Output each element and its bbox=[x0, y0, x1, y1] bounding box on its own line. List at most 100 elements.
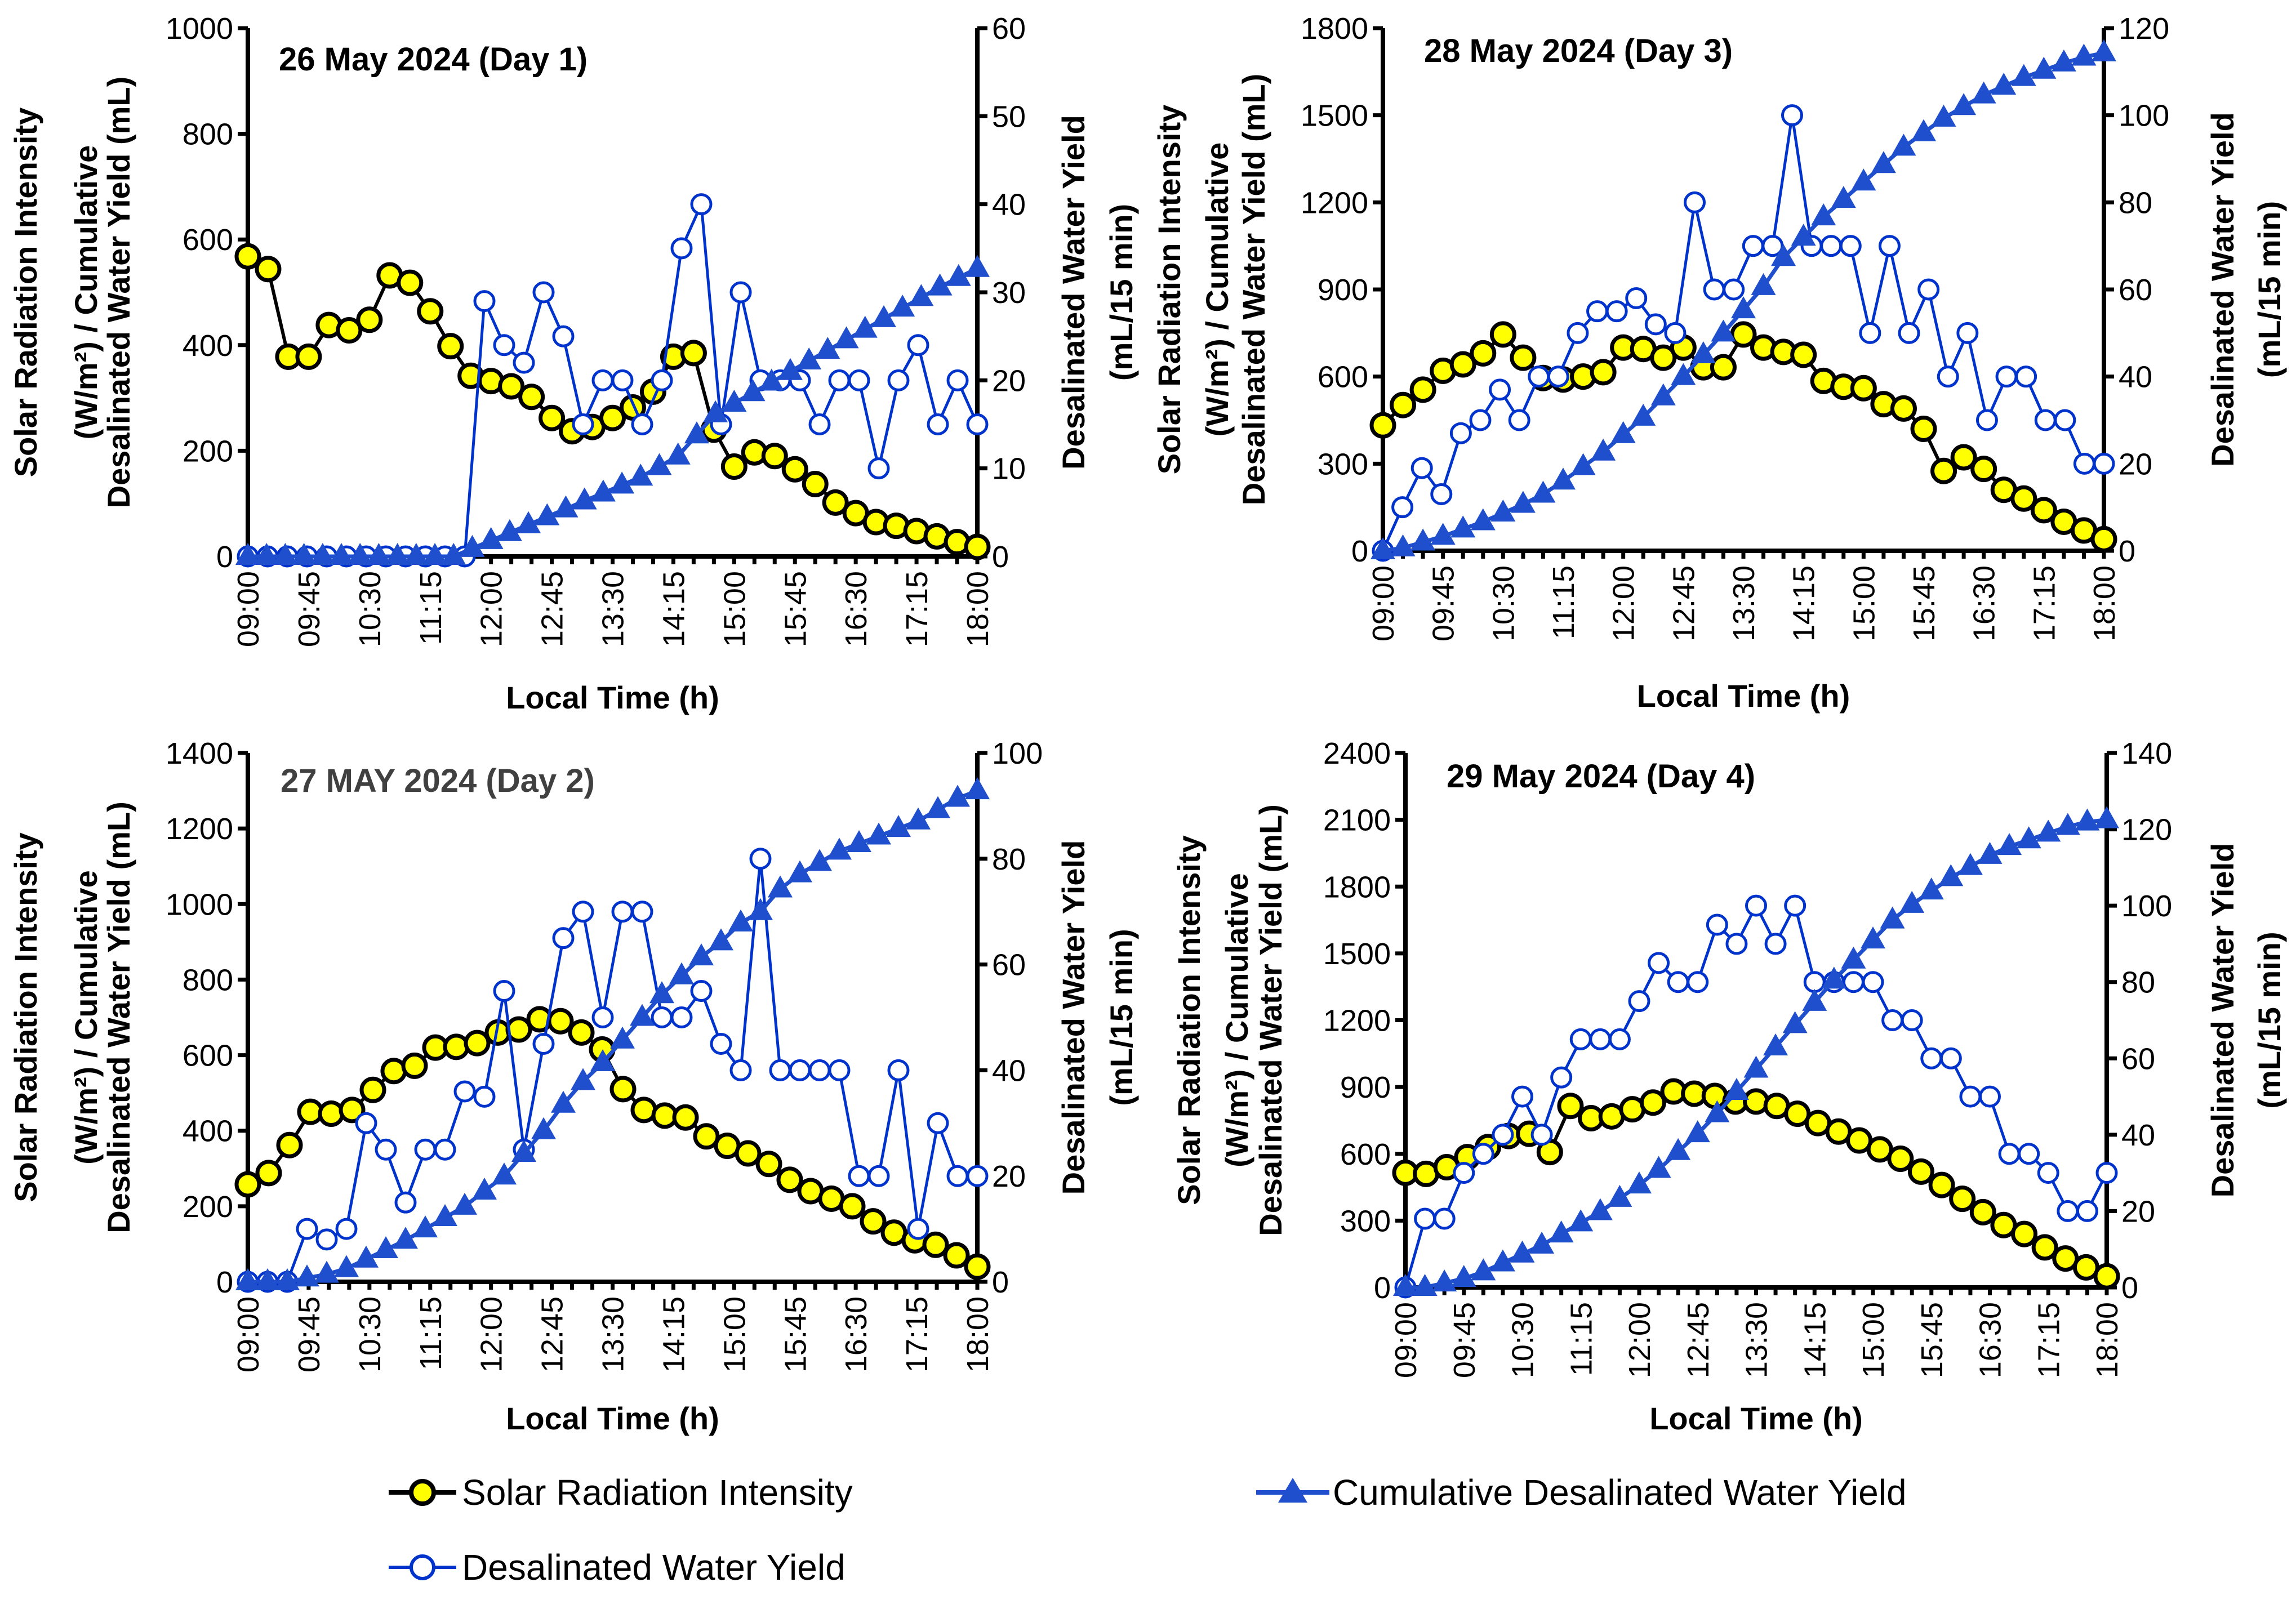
data-point-cumulative bbox=[373, 1236, 398, 1258]
series-yield bbox=[1372, 104, 2115, 562]
right-y-tick-label: 0 bbox=[2121, 1271, 2138, 1305]
legend-cumulative-marker bbox=[1278, 1478, 1307, 1503]
data-point-solar bbox=[336, 317, 363, 344]
data-point-yield bbox=[2095, 1162, 2118, 1184]
x-tick-label: 16:30 bbox=[839, 571, 873, 647]
data-point-cumulative bbox=[1490, 499, 1516, 522]
data-point-solar bbox=[680, 340, 707, 367]
data-point-cumulative bbox=[1841, 946, 1866, 969]
data-point-cumulative bbox=[2094, 806, 2119, 828]
chart-panel-day2: 0 200 400 600 800 1000 1200 1400 0 20 40 60 80 100 09:… bbox=[8, 737, 1139, 1436]
x-tick-label: 16:30 bbox=[1974, 1302, 2008, 1378]
left-y-axis-title: (W/m²) / Cumulative bbox=[1219, 873, 1254, 1167]
data-point-solar bbox=[2090, 525, 2117, 552]
data-point-yield bbox=[887, 369, 910, 391]
data-point-cumulative bbox=[871, 305, 896, 327]
data-point-yield bbox=[631, 413, 653, 435]
series-solar bbox=[1392, 1078, 2120, 1290]
data-point-yield bbox=[2093, 452, 2115, 475]
data-point-cumulative bbox=[1771, 244, 1796, 266]
right-y-axis-title: Desalinated Water Yield bbox=[2205, 843, 2240, 1198]
data-point-yield bbox=[1528, 366, 1550, 388]
data-point-yield bbox=[1469, 409, 1492, 431]
data-point-solar bbox=[339, 1097, 366, 1124]
x-tick-label: 13:30 bbox=[1740, 1302, 1774, 1378]
left-y-axis-title: Desalinated Water Yield (mL) bbox=[1253, 804, 1288, 1236]
data-point-cumulative bbox=[1782, 1011, 1808, 1033]
data-point-solar bbox=[1950, 444, 1977, 471]
data-point-cumulative bbox=[1685, 1120, 1710, 1143]
left-y-tick-label: 1500 bbox=[1301, 99, 1368, 133]
x-tick-label: 12:45 bbox=[536, 571, 569, 647]
data-point-yield bbox=[1453, 1162, 1475, 1184]
data-point-cumulative bbox=[1551, 467, 1576, 490]
data-point-yield bbox=[946, 369, 969, 391]
data-point-cumulative bbox=[413, 1215, 438, 1238]
right-y-tick-label: 80 bbox=[2121, 966, 2155, 1000]
left-y-tick-label: 0 bbox=[216, 1265, 233, 1299]
data-point-cumulative bbox=[1791, 224, 1816, 246]
data-point-cumulative bbox=[647, 453, 672, 475]
data-point-cumulative bbox=[2055, 813, 2080, 835]
data-point-cumulative bbox=[1650, 383, 1676, 405]
data-point-yield bbox=[828, 1059, 851, 1081]
data-point-solar bbox=[2031, 1234, 2058, 1261]
x-tick-label: 09:45 bbox=[292, 571, 326, 647]
data-point-solar bbox=[1730, 321, 1757, 348]
data-point-cumulative bbox=[1802, 988, 1827, 1011]
data-point-yield bbox=[670, 237, 693, 260]
legend: Solar Radiation Intensity Cumulative Des… bbox=[389, 1472, 1907, 1588]
data-point-yield bbox=[335, 1218, 358, 1240]
data-point-yield bbox=[1956, 322, 1979, 344]
legend-solar-marker bbox=[409, 1479, 436, 1506]
left-y-axis-title: (W/m²) / Cumulative bbox=[68, 145, 104, 440]
left-y-axis-title: Solar Radiation Intensity bbox=[1151, 105, 1187, 475]
data-point-cumulative bbox=[1430, 523, 1456, 545]
data-point-yield bbox=[966, 413, 989, 435]
data-point-cumulative bbox=[1938, 864, 1964, 886]
data-point-cumulative bbox=[1751, 273, 1776, 295]
data-point-yield bbox=[1508, 409, 1530, 431]
series-cumulative bbox=[235, 777, 990, 1290]
data-point-yield bbox=[2054, 409, 2076, 431]
data-point-cumulative bbox=[1591, 438, 1616, 461]
right-y-tick-label: 40 bbox=[992, 1054, 1026, 1088]
data-point-solar bbox=[295, 343, 322, 370]
right-y-tick-label: 20 bbox=[992, 364, 1026, 398]
data-point-yield bbox=[1414, 1207, 1436, 1230]
data-point-yield bbox=[375, 1138, 397, 1161]
left-y-tick-label: 800 bbox=[183, 118, 233, 151]
x-tick-label: 12:00 bbox=[1607, 565, 1641, 641]
data-point-cumulative bbox=[531, 1117, 556, 1139]
right-y-tick-label: 40 bbox=[2119, 360, 2152, 394]
data-point-cumulative bbox=[571, 1068, 595, 1090]
data-point-yield bbox=[690, 980, 713, 1002]
data-point-yield bbox=[848, 1165, 870, 1187]
right-y-tick-label: 20 bbox=[2119, 447, 2152, 481]
data-point-yield bbox=[572, 901, 594, 923]
data-point-yield bbox=[1684, 191, 1706, 213]
data-point-cumulative bbox=[768, 875, 793, 898]
x-tick-label: 12:45 bbox=[536, 1296, 569, 1372]
data-point-cumulative bbox=[1997, 833, 2022, 855]
panel-title: 28 May 2024 (Day 3) bbox=[1424, 33, 1733, 69]
series-solar bbox=[1369, 321, 2117, 552]
x-tick-label: 12:00 bbox=[475, 1296, 509, 1372]
x-tick-label: 15:45 bbox=[778, 1296, 812, 1372]
data-point-cumulative bbox=[1627, 1171, 1652, 1194]
data-point-yield bbox=[1842, 971, 1865, 993]
data-point-solar bbox=[359, 1076, 386, 1103]
x-axis-title: Local Time (h) bbox=[1637, 678, 1850, 714]
legend-entry-yield: Desalinated Water Yield bbox=[389, 1547, 846, 1588]
data-point-yield bbox=[591, 369, 614, 391]
data-point-cumulative bbox=[927, 273, 953, 296]
data-point-cumulative bbox=[1412, 1274, 1438, 1296]
data-point-yield bbox=[651, 369, 673, 391]
data-point-solar bbox=[547, 1008, 574, 1035]
data-point-cumulative bbox=[460, 534, 485, 557]
data-point-cumulative bbox=[590, 1049, 615, 1071]
data-point-solar bbox=[417, 298, 444, 325]
x-tick-label: 15:00 bbox=[1847, 565, 1881, 641]
chart-panel-day1: 0 200 400 600 800 1000 0 10 20 30 40 50 60 09:00 09:45… bbox=[8, 12, 1139, 715]
left-y-tick-label: 600 bbox=[183, 223, 233, 257]
